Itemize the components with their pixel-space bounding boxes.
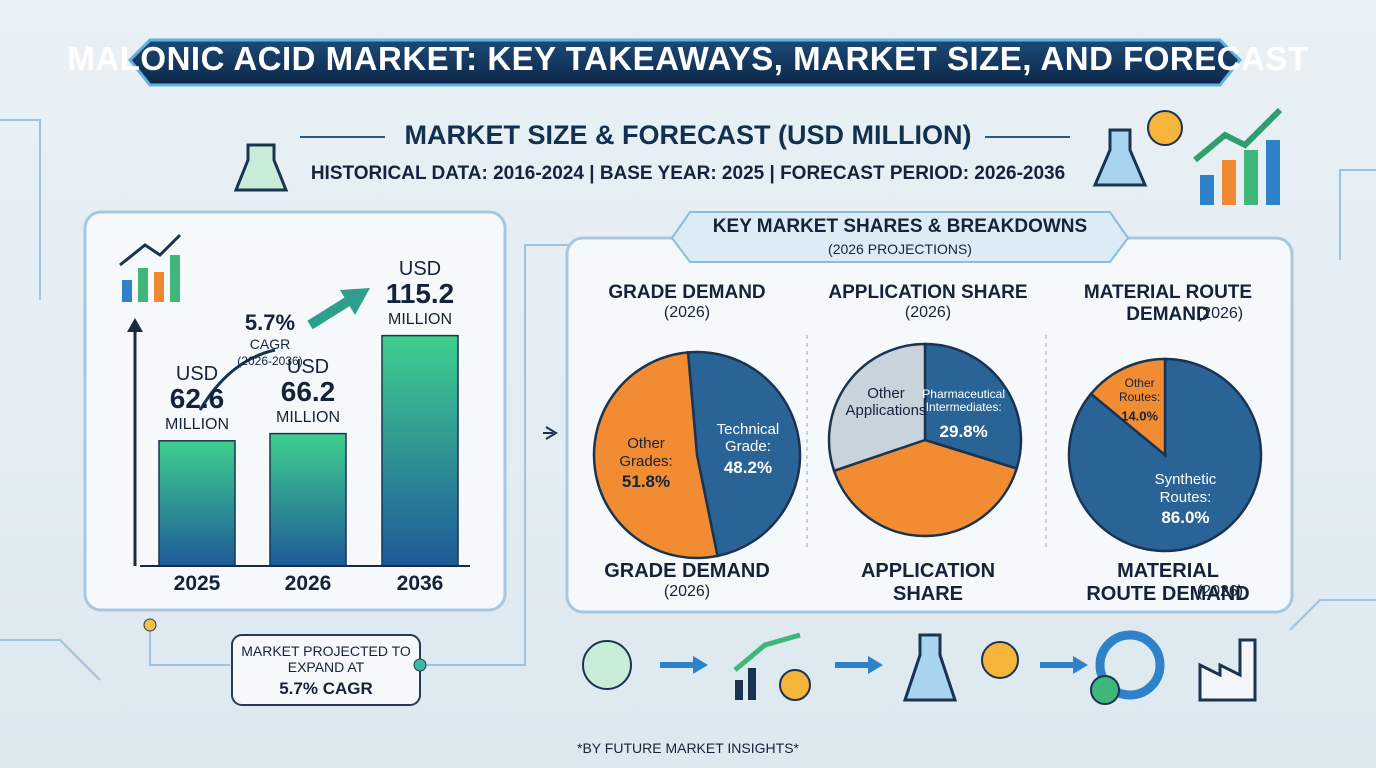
arrowhead	[127, 318, 143, 332]
slice-label: Synthetic Routes:	[1154, 471, 1217, 506]
cagr-label: CAGR	[249, 336, 291, 352]
slice-label: Pharmaceutical Intermediates:	[922, 386, 1005, 415]
bar	[269, 432, 347, 567]
pie-title: GRADE DEMAND	[604, 560, 770, 582]
x-tick-label: 2026	[284, 572, 332, 595]
slice-label: Technical Grade:	[716, 420, 780, 455]
value-prefix: USD	[175, 362, 219, 385]
slice-label: Other Routes:	[1118, 376, 1161, 405]
slice-value: 29.8%	[939, 421, 988, 441]
breakdown-subtitle: (2026 PROJECTIONS)	[828, 241, 972, 257]
value-prefix: USD	[286, 355, 330, 378]
pie-title: GRADE DEMAND	[608, 282, 766, 303]
value-label: 115.2	[385, 277, 455, 309]
pie-slice	[923, 342, 1023, 471]
pie-title: APPLICATION SHARE	[828, 282, 1028, 303]
value-prefix: USD	[398, 257, 442, 280]
pie-title: APPLICATION SHARE	[860, 560, 996, 605]
projection-note: MARKET PROJECTED TO EXPAND AT	[241, 643, 411, 675]
node	[413, 658, 427, 672]
pie-subtitle: (2026)	[663, 583, 711, 600]
node	[143, 618, 157, 632]
footer: *BY FUTURE MARKET INSIGHTS*	[577, 740, 799, 756]
x-tick-label: 2025	[173, 572, 221, 595]
pie-slice	[827, 342, 927, 473]
cagr-period: (2026-2036)	[237, 354, 303, 368]
pie-subtitle: (2026)	[904, 304, 952, 321]
periods: HISTORICAL DATA: 2016-2024 | BASE YEAR: …	[310, 163, 1066, 184]
icons	[119, 107, 1283, 705]
pie-slice	[832, 438, 1019, 538]
value-suffix: MILLION	[164, 415, 230, 433]
pie-title: MATERIAL ROUTE DEMAND	[1086, 560, 1250, 605]
slice-value: 86.0%	[1161, 508, 1210, 528]
page-title: MALONIC ACID MARKET: KEY TAKEAWAYS, MARK…	[67, 40, 1309, 77]
pie-slice	[1089, 357, 1167, 458]
bar	[381, 334, 459, 567]
slice-value: 48.2%	[723, 457, 773, 477]
slice-label: Other Grades:	[619, 435, 673, 470]
value-label: 66.2	[280, 375, 336, 407]
projection-cagr: 5.7% CAGR	[279, 679, 373, 699]
cagr: 5.7%	[244, 310, 296, 335]
value-suffix: MILLION	[387, 310, 453, 328]
arrowhead	[340, 288, 370, 315]
slice-value: 14.0%	[1121, 408, 1159, 424]
pie-subtitle: (2026)	[663, 304, 711, 321]
breakdown-banner	[670, 211, 1130, 263]
slice-value: 51.8%	[621, 472, 671, 492]
cagr-label: CAGR	[322, 679, 373, 698]
pie-slice	[592, 351, 719, 560]
subtitle: MARKET SIZE & FORECAST (USD MILLION)	[404, 120, 972, 150]
value-label: 62.6	[169, 382, 225, 414]
slice-label: Other Applications	[845, 384, 927, 420]
growth-arrow	[198, 348, 276, 411]
pie-slice	[686, 350, 802, 558]
pie-subtitle: (2026)	[1196, 583, 1244, 600]
breakdown-title: KEY MARKET SHARES & BREAKDOWNS	[712, 216, 1088, 237]
bar	[158, 440, 236, 567]
circuit-lines	[0, 119, 1376, 681]
pie-subtitle: (2026)	[1196, 305, 1244, 322]
title-banner	[127, 38, 1243, 87]
x-tick-label: 2036	[396, 572, 444, 595]
pie-title: MATERIAL ROUTE DEMAND	[1083, 282, 1253, 325]
cagr: 5.7%	[279, 679, 318, 698]
value-suffix: MILLION	[275, 408, 341, 426]
growth-arrow	[307, 295, 353, 330]
